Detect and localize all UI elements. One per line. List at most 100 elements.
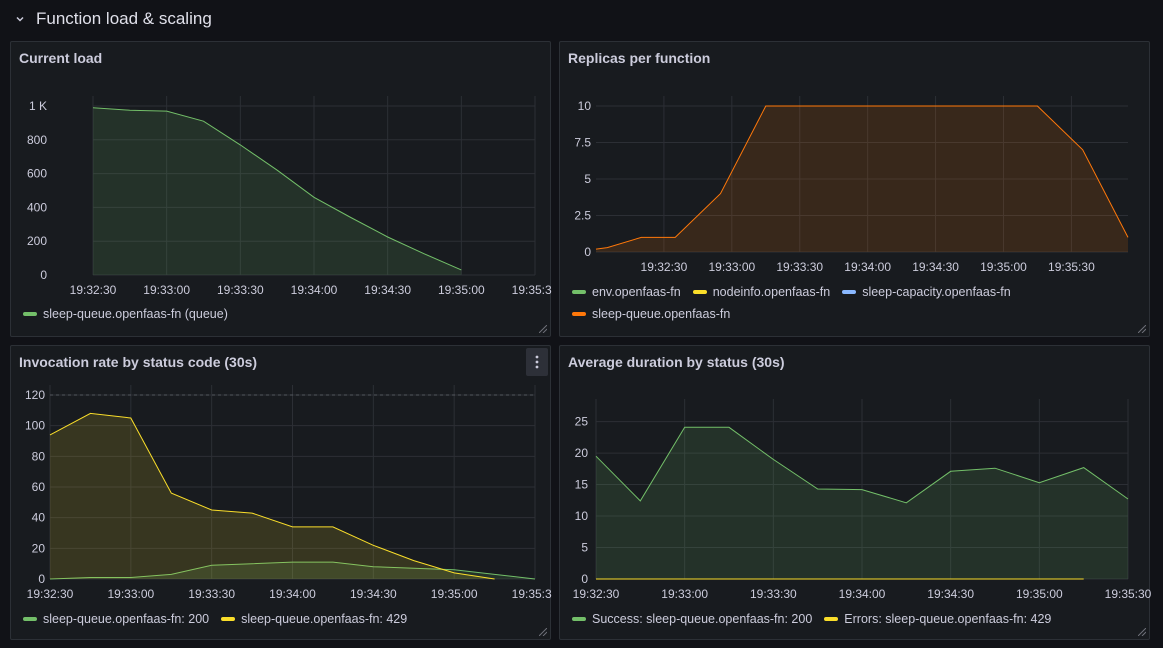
current-load-chart: 0 200 400 600 800 1 K 19:32:30 19:33:00 19:33:30… [27,96,552,297]
x-tick-label: 19:32:30 [27,587,74,601]
legend-label: sleep-queue.openfaas-fn: 429 [241,612,408,626]
legend-label: sleep-capacity.openfaas-fn [862,285,1011,299]
legend-swatch [23,617,37,621]
x-tick-label: 19:34:30 [350,587,397,601]
y-tick-label: 80 [32,449,46,463]
average-duration-chart: 0 5 10 15 20 25 19:32:30 19:33:00 19:33:30 19:34:… [573,399,1151,601]
x-tick-label: 19:34:00 [269,587,316,601]
series-area [596,427,1128,579]
legend-item[interactable]: Success: sleep-queue.openfaas-fn: 200 [572,612,812,626]
legend-label: sleep-queue.openfaas-fn: 200 [43,612,210,626]
x-tick-label: 19:32:30 [641,260,688,274]
row-header-function-load[interactable]: Function load & scaling [14,6,212,32]
legend-item[interactable]: Errors: sleep-queue.openfaas-fn: 429 [824,612,1051,626]
x-tick-label: 19:33:30 [776,260,823,274]
panel-menu-button[interactable] [526,348,548,376]
x-tick-label: 19:33:30 [217,283,264,297]
x-tick-label: 19:34:00 [844,260,891,274]
x-tick-label: 19:35:30 [1048,260,1095,274]
resize-handle-icon[interactable] [539,628,547,636]
y-tick-label: 1 K [29,99,47,113]
panel-title: Invocation rate by status code (30s) [19,354,258,370]
x-tick-label: 19:34:30 [927,587,974,601]
panel-title: Current load [19,50,103,66]
y-tick-label: 400 [27,200,47,214]
resize-handle-icon[interactable] [539,325,547,333]
y-tick-label: 0 [581,572,588,586]
legend-label: Errors: sleep-queue.openfaas-fn: 429 [844,612,1052,626]
y-tick-label: 20 [32,541,46,555]
legend: env.openfaas-fn nodeinfo.openfaas-fn sleep… [572,285,1092,321]
y-tick-label: 15 [575,478,589,492]
y-tick-label: 10 [575,509,589,523]
y-tick-label: 200 [27,234,47,248]
legend-item[interactable]: sleep-queue.openfaas-fn (queue) [23,307,228,321]
x-tick-label: 19:33:30 [188,587,235,601]
series-area [93,107,462,275]
x-tick-label: 19:32:30 [70,283,117,297]
series-line [595,426,1129,504]
x-tick-label: 19:35:30 [512,587,552,601]
panel-replicas-per-function[interactable]: Replicas per function 0 2.5 5 7.5 10 19:32:30… [559,41,1150,337]
legend-swatch [842,290,857,294]
resize-handle-icon[interactable] [1138,628,1146,636]
y-tick-label: 5 [584,172,591,186]
x-tick-label: 19:35:00 [431,587,478,601]
y-tick-label: 0 [584,245,591,259]
x-tick-label: 19:33:00 [661,587,708,601]
x-tick-label: 19:35:00 [438,283,485,297]
x-tick-label: 19:33:00 [143,283,190,297]
legend-item[interactable]: nodeinfo.openfaas-fn [692,285,831,299]
legend-swatch [572,290,586,294]
y-tick-label: 7.5 [574,136,591,150]
series-line [49,412,495,580]
y-tick-label: 25 [575,415,589,429]
x-tick-label: 19:32:30 [573,587,620,601]
x-tick-label: 19:35:00 [1016,587,1063,601]
legend-swatch [692,290,707,294]
legend-swatch [23,312,37,316]
y-tick-label: 120 [25,388,45,402]
legend-item[interactable]: sleep-queue.openfaas-fn: 200 [23,612,209,626]
legend: sleep-queue.openfaas-fn (queue) [23,307,543,321]
legend-item[interactable]: env.openfaas-fn [572,285,681,299]
legend-item[interactable]: sleep-queue.openfaas-fn: 429 [221,612,407,626]
legend-swatch [221,617,236,621]
row-title: Function load & scaling [36,9,212,28]
kebab-menu-icon[interactable] [535,355,539,369]
panel-title: Average duration by status (30s) [568,354,785,370]
panel-invocation-rate[interactable]: Invocation rate by status code (30s) 0 20… [10,345,552,640]
x-tick-label: 19:34:00 [839,587,886,601]
y-tick-label: 0 [38,572,45,586]
resize-handle-icon[interactable] [1138,325,1146,333]
x-tick-label: 19:33:00 [107,587,154,601]
chevron-down-icon[interactable] [14,13,26,25]
invocation-rate-chart: 0 20 40 60 80 100 120 19:32:30 19:33:00 19:33:30 1… [25,385,552,601]
legend-item[interactable]: sleep-capacity.openfaas-fn [842,285,1011,299]
x-tick-label: 19:35:30 [1105,587,1151,601]
x-tick-label: 19:33:30 [750,587,797,601]
panel-current-load[interactable]: Current load 0 200 400 600 800 1 K 19:32:30 19:… [10,41,552,337]
x-tick-label: 19:35:00 [980,260,1027,274]
y-tick-label: 100 [25,419,45,433]
y-tick-label: 5 [581,541,588,555]
series-line [92,107,462,271]
y-tick-label: 600 [27,167,47,181]
series-area [50,413,495,579]
legend: Success: sleep-queue.openfaas-fn: 200 Err… [572,612,1092,626]
legend-item[interactable]: sleep-queue.openfaas-fn [572,307,730,321]
legend-label: sleep-queue.openfaas-fn (queue) [43,307,228,321]
y-tick-label: 60 [32,480,46,494]
legend-swatch [824,617,839,621]
legend-label: Success: sleep-queue.openfaas-fn: 200 [592,612,813,626]
x-tick-label: 19:34:30 [364,283,411,297]
panel-title: Replicas per function [568,50,711,66]
x-tick-label: 19:35:30 [512,283,552,297]
legend-label: nodeinfo.openfaas-fn [712,285,831,299]
panel-average-duration[interactable]: Average duration by status (30s) 0 5 10 15 2… [559,345,1151,640]
y-tick-label: 10 [578,99,592,113]
legend-swatch [572,312,586,316]
x-tick-label: 19:34:00 [291,283,338,297]
y-tick-label: 20 [575,446,589,460]
legend-label: env.openfaas-fn [592,285,681,299]
